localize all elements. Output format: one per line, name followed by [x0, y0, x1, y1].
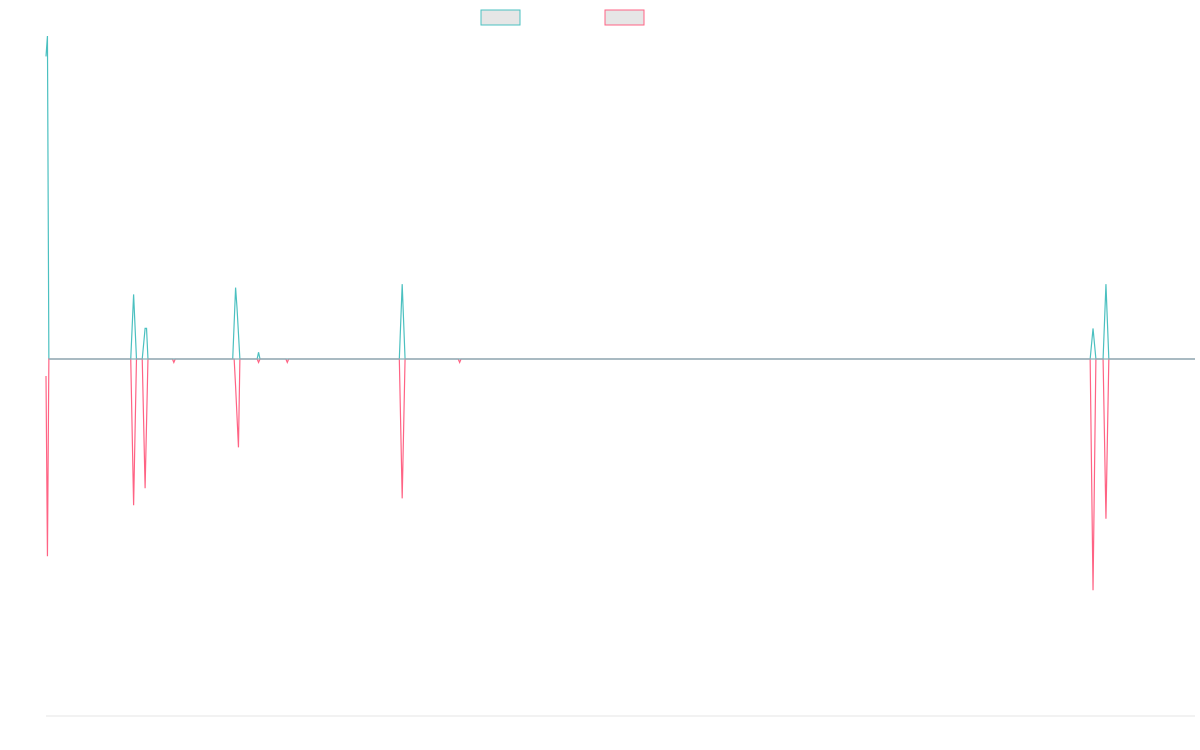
series-line-1	[45, 35, 1195, 360]
legend-item-2[interactable]	[604, 9, 645, 26]
legend[interactable]	[480, 9, 645, 26]
legend-swatch-2[interactable]	[604, 9, 645, 26]
plot-area	[45, 35, 1195, 717]
legend-swatch-1[interactable]	[480, 9, 521, 26]
series-line-2	[45, 358, 1195, 591]
legend-item-1[interactable]	[480, 9, 521, 26]
